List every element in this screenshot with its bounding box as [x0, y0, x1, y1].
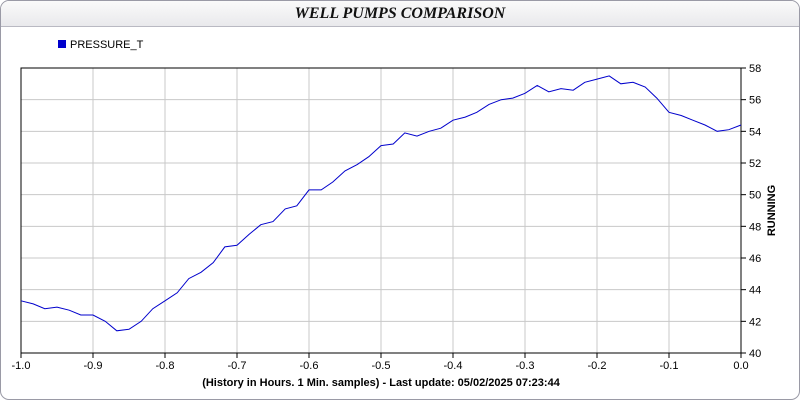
y-tick-label: 46: [749, 253, 761, 265]
y-tick-label: 56: [749, 95, 761, 107]
x-tick-label: -0.3: [516, 360, 535, 372]
x-axis-title: (History in Hours. 1 Min. samples) - Las…: [202, 377, 561, 389]
legend-swatch: [58, 40, 66, 48]
y-tick-label: 58: [749, 63, 761, 75]
y-axis-title: RUNNING: [766, 185, 778, 236]
y-tick-label: 52: [749, 158, 761, 170]
y-tick-label: 42: [749, 316, 761, 328]
x-tick-label: -0.5: [372, 360, 391, 372]
x-tick-label: -1.0: [12, 360, 31, 372]
x-tick-label: -0.9: [84, 360, 103, 372]
y-tick-label: 48: [749, 221, 761, 233]
y-tick-label: 44: [749, 285, 761, 297]
legend-label: PRESSURE_T: [70, 39, 144, 51]
title-bar: WELL PUMPS COMPARISON: [1, 1, 799, 27]
series-line-pressure-t: [20, 75, 742, 332]
grid: [20, 67, 742, 354]
x-tick-label: 0.0: [733, 360, 748, 372]
x-tick-label: -0.2: [588, 360, 607, 372]
legend: PRESSURE_T: [58, 39, 144, 51]
y-tick-label: 54: [749, 126, 761, 138]
x-tick-label: -0.7: [228, 360, 247, 372]
y-tick-label: 50: [749, 190, 761, 202]
x-tick-label: -0.6: [300, 360, 319, 372]
y-tick-label: 40: [749, 348, 761, 360]
axis-ticks: -1.0 -0.9 -0.8 -0.7 -0.6 -0.5 -0.4 -0.3 -0.2 -0.1…: [12, 63, 762, 372]
x-tick-label: -0.8: [156, 360, 175, 372]
x-tick-label: -0.4: [444, 360, 463, 372]
chart-title: WELL PUMPS COMPARISON: [294, 4, 506, 22]
series-layer: [20, 75, 742, 332]
x-tick-label: -0.1: [660, 360, 679, 372]
